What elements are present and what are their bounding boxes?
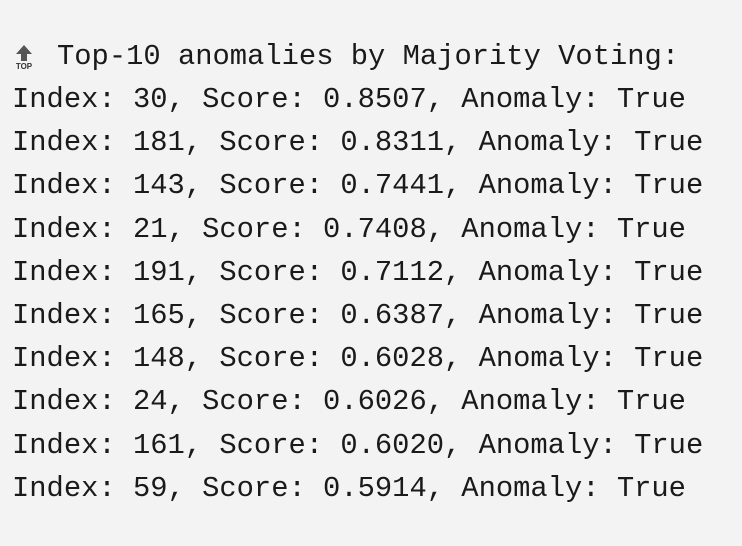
top-icon: TOP <box>16 45 33 71</box>
output-line: Index: 191, Score: 0.7112, Anomaly: True <box>12 255 704 289</box>
top-icon-label: TOP <box>16 62 33 71</box>
output-line: Index: 148, Score: 0.6028, Anomaly: True <box>12 342 704 376</box>
output-line: Index: 143, Score: 0.7441, Anomaly: True <box>12 169 704 203</box>
output-line: Index: 30, Score: 0.8507, Anomaly: True <box>12 83 686 116</box>
output-line: Index: 165, Score: 0.6387, Anomaly: True <box>12 299 704 332</box>
output-line: Index: 21, Score: 0.7408, Anomaly: True <box>12 212 686 246</box>
output-line: Index: 59, Score: 0.5914, Anomaly: True <box>12 471 686 505</box>
output-line: Index: 24, Score: 0.6026, Anomaly: True <box>12 385 686 419</box>
top-arrow <box>16 45 32 61</box>
output-line: Index: 181, Score: 0.8311, Anomaly: True <box>12 126 704 160</box>
output-line: Index: 161, Score: 0.6020, Anomaly: True <box>12 428 704 462</box>
output-title: Top-10 anomalies by Majority Voting: <box>57 40 680 73</box>
